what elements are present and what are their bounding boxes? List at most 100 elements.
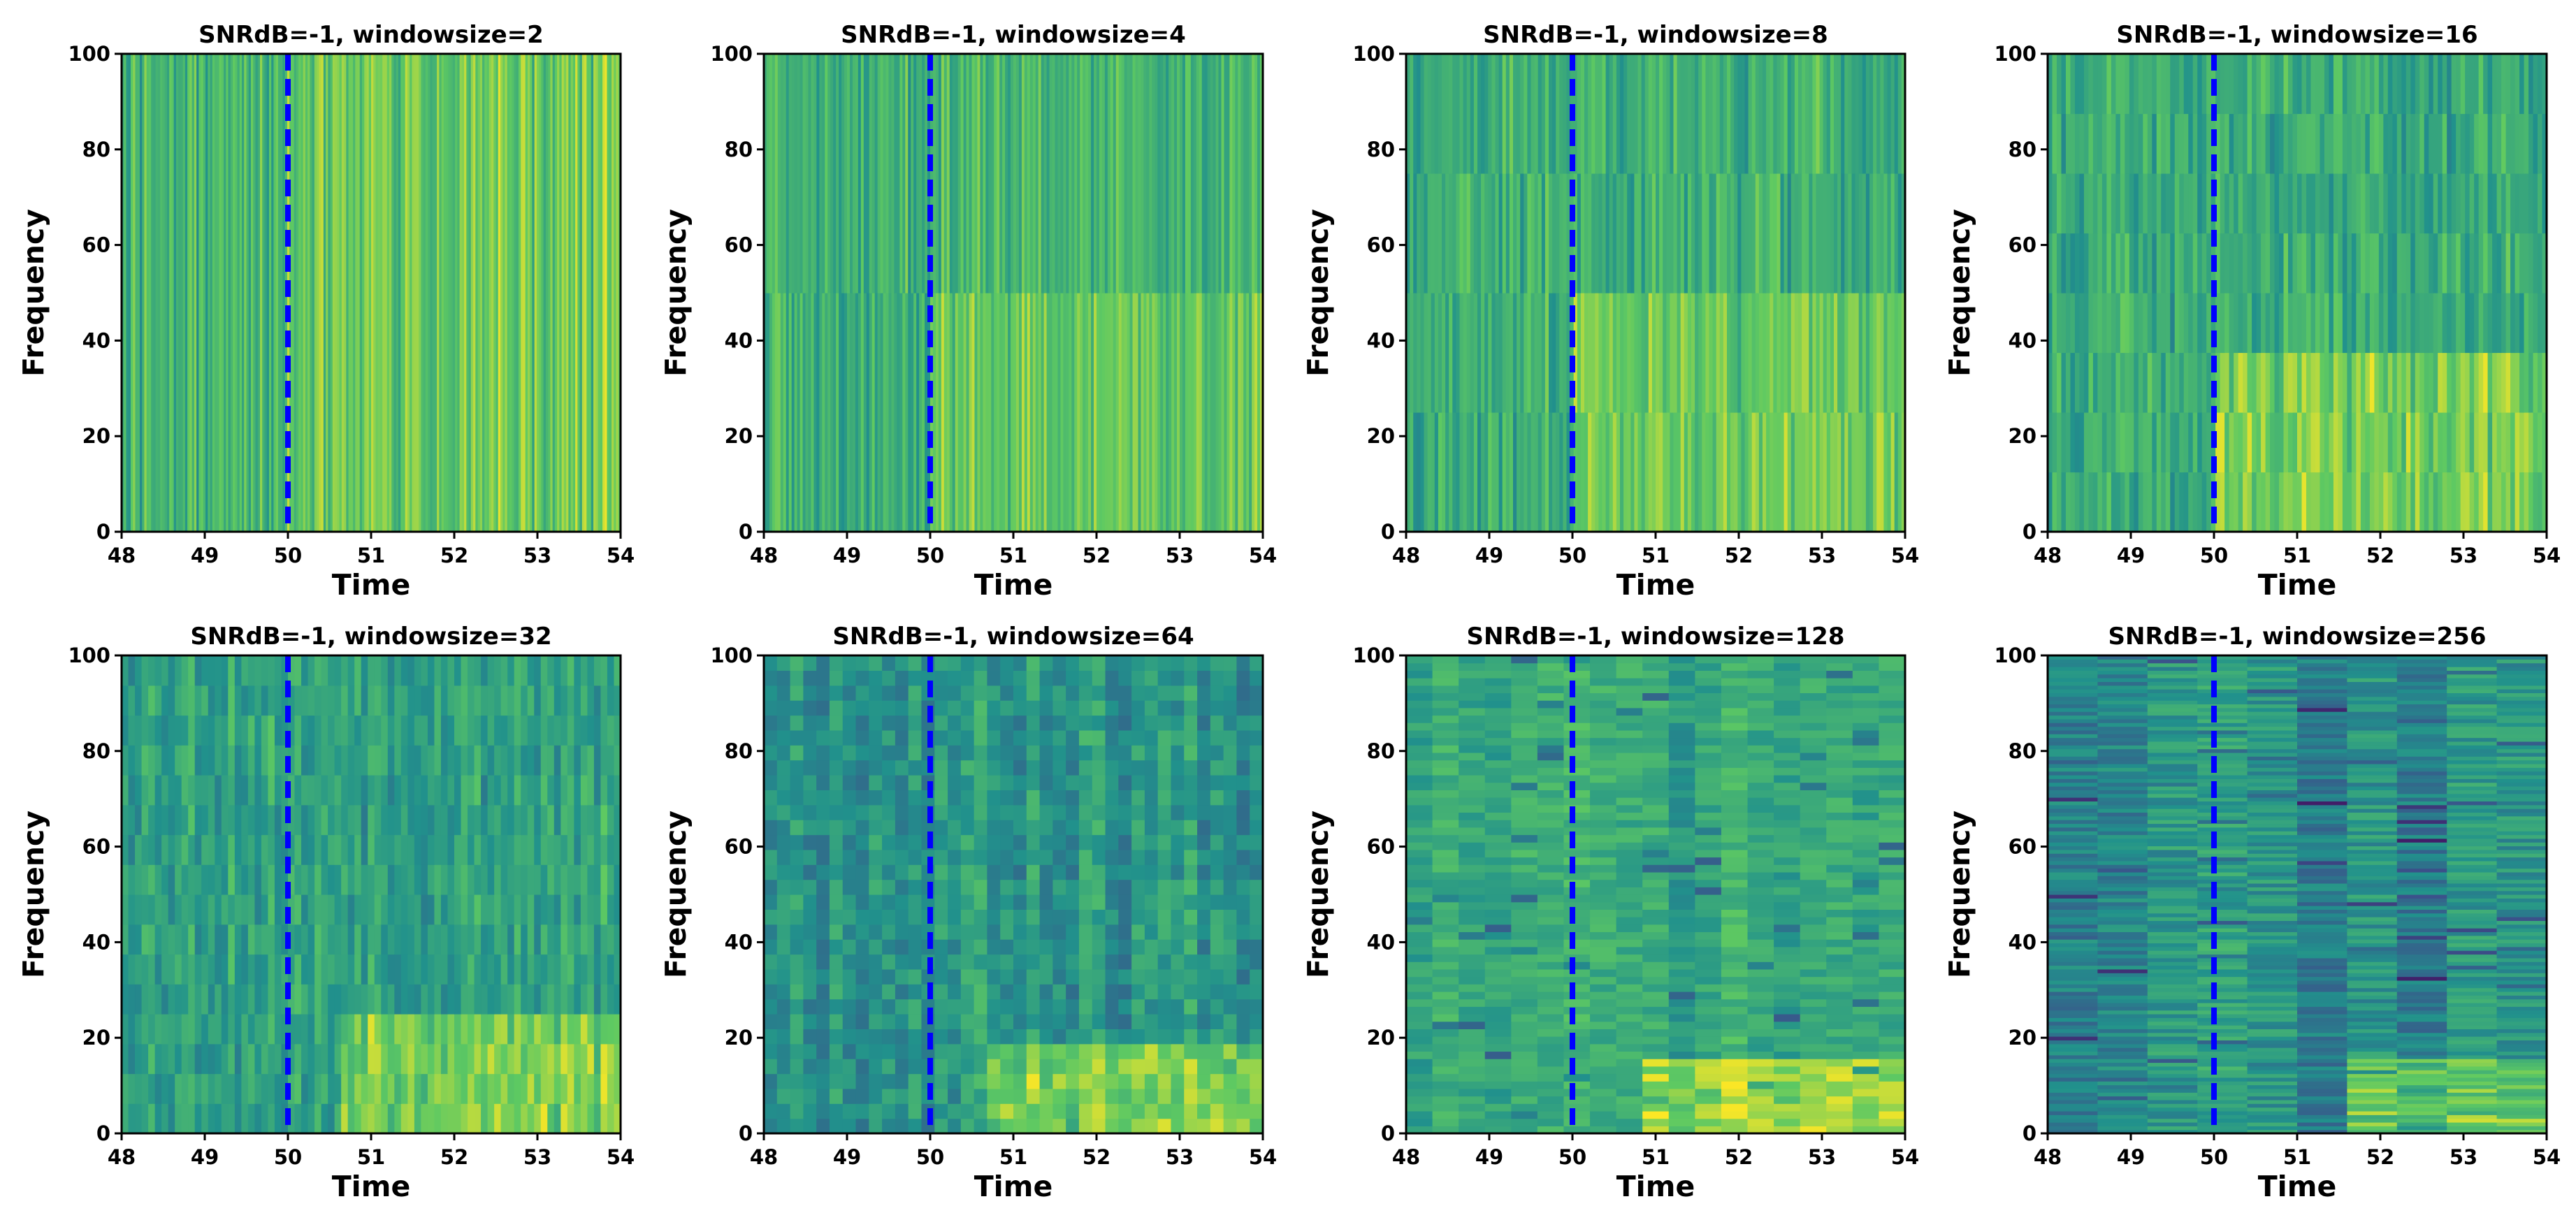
heatmap-cell [1184, 685, 1198, 701]
heatmap-cell [2179, 352, 2185, 413]
heatmap-cell [934, 909, 948, 925]
heatmap-cell [241, 715, 249, 746]
heatmap-cell [574, 1014, 581, 1045]
heatmap-cell [552, 54, 556, 532]
heatmap-cell [803, 968, 817, 985]
heatmap-cell [153, 54, 157, 532]
heatmap-cell [816, 820, 830, 836]
heatmap-cell [1755, 293, 1760, 413]
heatmap-cell [1118, 670, 1132, 686]
heatmap-cell [1695, 293, 1699, 413]
heatmap-cell [215, 954, 222, 985]
heatmap-cell [790, 1014, 804, 1029]
heatmap-cell [799, 54, 804, 293]
y-tick-label: 20 [2009, 424, 2036, 448]
heatmap-cell [1052, 879, 1066, 895]
heatmap-cell [461, 924, 468, 955]
heatmap-cell [764, 1118, 778, 1134]
heatmap-cell [2333, 173, 2339, 234]
heatmap-cell [2442, 352, 2447, 413]
heatmap-cell [2410, 352, 2416, 413]
heatmap-cell [869, 775, 883, 790]
heatmap-cell [1210, 984, 1224, 1000]
heatmap-cell [1185, 293, 1189, 532]
heatmap-cell [2538, 293, 2543, 354]
heatmap-cell [122, 954, 129, 985]
heatmap-cell [254, 1073, 262, 1104]
heatmap-cell [1131, 984, 1145, 1000]
heatmap-cell [2065, 293, 2071, 354]
heatmap-cell [1556, 412, 1560, 532]
heatmap-cell [2274, 352, 2280, 413]
heatmap-cell [375, 54, 379, 532]
heatmap-cell [1197, 909, 1211, 925]
heatmap-cell [1026, 924, 1041, 940]
heatmap-cell [494, 954, 502, 985]
heatmap-cell [816, 715, 830, 731]
heatmap-cell [1066, 670, 1080, 686]
heatmap-cell [421, 984, 428, 1015]
heatmap-cell [527, 745, 535, 776]
heatmap-cell [1105, 984, 1119, 1000]
heatmap-cell [274, 1043, 282, 1075]
heatmap-cell [201, 1043, 209, 1075]
heatmap-cell [1078, 924, 1093, 940]
heatmap-cell [1038, 54, 1042, 293]
heatmap-cell [1107, 54, 1111, 293]
heatmap-cell [1721, 1103, 1749, 1112]
heatmap-cell [2243, 233, 2248, 293]
heatmap-cell [2338, 412, 2343, 473]
heatmap-cell [2097, 293, 2103, 354]
heatmap-cell [574, 894, 581, 925]
heatmap-cell [842, 820, 857, 836]
heatmap-cell [1659, 54, 1663, 174]
heatmap-cell [371, 54, 374, 532]
heatmap-cell [2356, 352, 2361, 413]
heatmap-cell [882, 685, 896, 701]
heatmap-cell [1513, 173, 1517, 293]
heatmap-cell [971, 293, 976, 532]
heatmap-cell [908, 820, 922, 836]
heatmap-cell [2274, 472, 2280, 532]
heatmap-cell [882, 924, 896, 940]
heatmap-cell [2474, 472, 2480, 532]
heatmap-cell [2383, 233, 2389, 293]
heatmap-cell [2256, 173, 2262, 234]
heatmap-cell [911, 293, 914, 532]
heatmap-cell [1013, 700, 1027, 716]
heatmap-cell [1157, 968, 1172, 985]
heatmap-cell [2115, 472, 2121, 532]
heatmap-cell [1721, 1110, 1749, 1119]
heatmap-cell [1013, 1118, 1027, 1134]
heatmap-cell [500, 685, 508, 716]
heatmap-cell [1879, 1110, 1906, 1119]
heatmap-cell [188, 1073, 196, 1104]
heatmap-cell [470, 54, 474, 532]
heatmap-cell [366, 54, 370, 532]
heatmap-cell [882, 760, 896, 776]
heatmap-cell [922, 54, 925, 293]
heatmap-cell [2224, 352, 2230, 413]
heatmap-cell [776, 954, 791, 970]
heatmap-cell [430, 54, 433, 532]
x-tick-label: 50 [274, 1145, 302, 1169]
heatmap-cell [1144, 670, 1159, 686]
x-tick-label: 53 [1808, 544, 1836, 567]
heatmap-cell [1118, 1103, 1132, 1119]
heatmap-cell [607, 685, 615, 716]
heatmap-cell [593, 954, 602, 985]
heatmap-cell [221, 924, 229, 955]
heatmap-cell [960, 998, 975, 1015]
heatmap-cell [228, 864, 236, 895]
heatmap-cell [534, 954, 542, 985]
heatmap-cell [414, 745, 421, 776]
heatmap-cell [1673, 173, 1678, 293]
heatmap-cell [1434, 173, 1439, 293]
heatmap-cell [1879, 1073, 1906, 1082]
heatmap-cell [2252, 113, 2257, 174]
heatmap-cell [816, 984, 830, 1000]
heatmap-cell [1171, 1088, 1185, 1104]
heatmap-cell [1000, 968, 1014, 985]
heatmap-cell [1651, 54, 1656, 174]
heatmap-cell [1442, 54, 1446, 174]
